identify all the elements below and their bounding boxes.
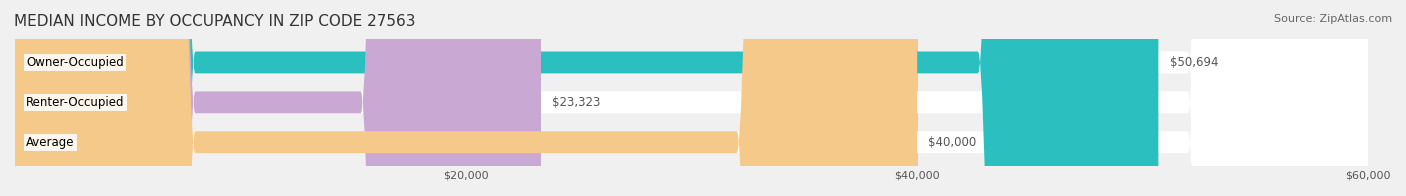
Text: Source: ZipAtlas.com: Source: ZipAtlas.com — [1274, 14, 1392, 24]
Text: Renter-Occupied: Renter-Occupied — [27, 96, 125, 109]
Text: $40,000: $40,000 — [928, 136, 977, 149]
FancyBboxPatch shape — [15, 0, 1368, 196]
FancyBboxPatch shape — [15, 0, 1368, 196]
FancyBboxPatch shape — [15, 0, 541, 196]
Text: $23,323: $23,323 — [553, 96, 600, 109]
Text: Average: Average — [27, 136, 75, 149]
FancyBboxPatch shape — [15, 0, 917, 196]
Text: MEDIAN INCOME BY OCCUPANCY IN ZIP CODE 27563: MEDIAN INCOME BY OCCUPANCY IN ZIP CODE 2… — [14, 14, 416, 29]
FancyBboxPatch shape — [15, 0, 1159, 196]
Text: Owner-Occupied: Owner-Occupied — [27, 56, 124, 69]
Text: $50,694: $50,694 — [1170, 56, 1218, 69]
FancyBboxPatch shape — [15, 0, 1368, 196]
